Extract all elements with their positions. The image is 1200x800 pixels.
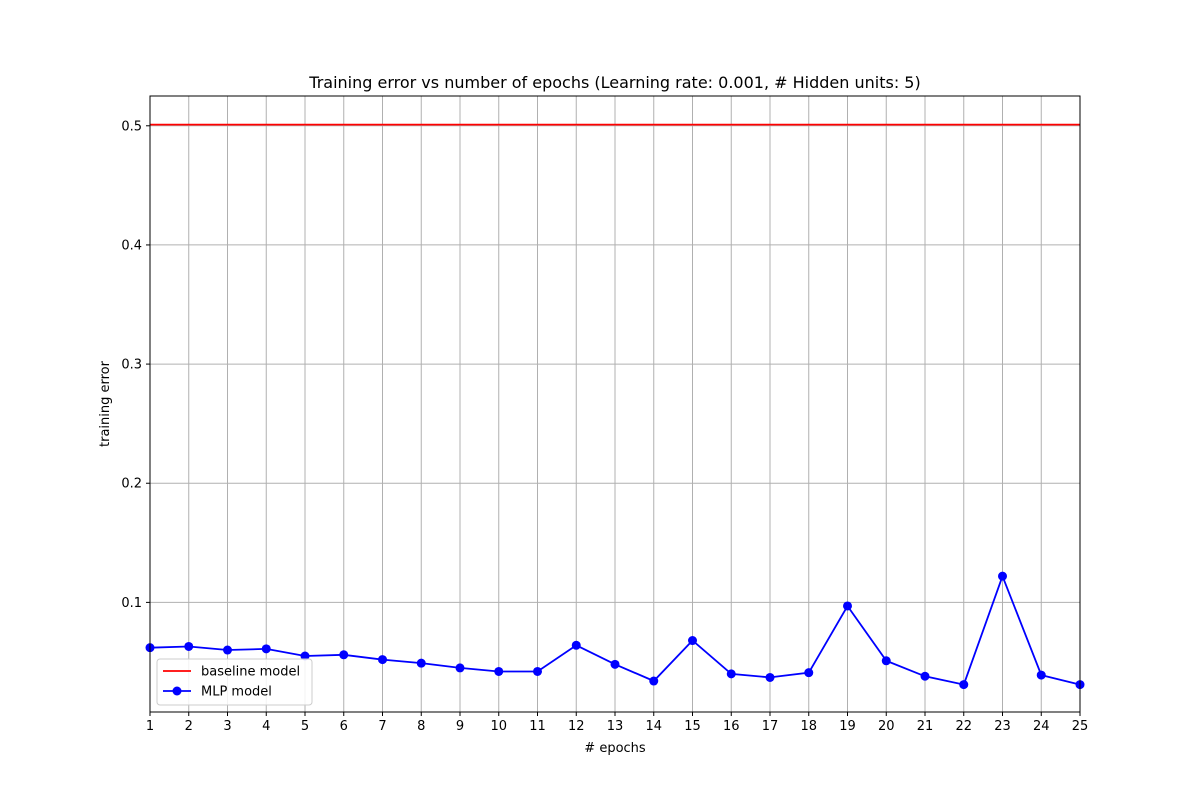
x-tick-label: 13 <box>607 719 624 734</box>
x-tick-label: 7 <box>378 719 386 734</box>
data-point <box>455 663 465 673</box>
data-point <box>726 669 736 679</box>
data-point <box>261 644 271 654</box>
x-tick-label: 8 <box>417 719 425 734</box>
legend-box <box>156 658 313 706</box>
x-tick-label: 4 <box>262 719 270 734</box>
y-tick-label: 0.4 <box>121 238 142 253</box>
data-point <box>223 645 232 655</box>
data-point <box>804 668 814 678</box>
x-tick-label: 14 <box>645 719 662 734</box>
legend-label: MLP model <box>201 685 272 700</box>
x-tick-label: 12 <box>568 719 585 734</box>
x-tick-label: 20 <box>878 719 895 734</box>
y-tick-label: 0.5 <box>121 119 142 134</box>
x-tick-label: 6 <box>340 719 348 734</box>
y-tick-label: 0.2 <box>121 477 142 492</box>
legend-item: baseline model <box>163 665 300 680</box>
series-mlp-model <box>145 571 1085 690</box>
data-point <box>649 676 659 686</box>
x-tick-label: 21 <box>917 719 934 734</box>
data-point <box>494 666 504 676</box>
x-tick-label: 2 <box>185 719 193 734</box>
data-point <box>765 672 775 682</box>
x-axis-label: # epochs <box>584 741 646 756</box>
data-point <box>610 659 620 669</box>
data-point <box>571 640 581 650</box>
data-point <box>1036 670 1046 680</box>
data-point <box>688 636 697 646</box>
legend: baseline model MLP model <box>156 658 313 706</box>
legend-label: baseline model <box>201 665 300 680</box>
x-tick-label: 16 <box>723 719 740 734</box>
x-tick-label: 10 <box>490 719 507 734</box>
data-point <box>533 666 542 676</box>
x-tick-label: 22 <box>955 719 972 734</box>
x-tick-label: 19 <box>839 719 856 734</box>
data-point <box>378 655 387 665</box>
y-axis-ticks: 0.1 0.2 0.3 0.4 0.5 <box>121 119 150 611</box>
grid <box>149 96 1081 712</box>
data-point <box>998 571 1007 581</box>
x-tick-label: 17 <box>762 719 779 734</box>
x-tick-label: 25 <box>1072 719 1089 734</box>
legend-swatch-marker <box>172 686 182 696</box>
series-layer <box>145 123 1085 690</box>
x-tick-label: 23 <box>994 719 1011 734</box>
x-tick-label: 1 <box>146 719 154 734</box>
x-tick-label: 15 <box>684 719 701 734</box>
x-tick-label: 24 <box>1033 719 1050 734</box>
y-tick-label: 0.1 <box>121 596 142 611</box>
y-tick-label: 0.3 <box>121 358 142 373</box>
data-point <box>959 680 969 690</box>
x-tick-label: 5 <box>301 719 309 734</box>
data-point <box>300 651 310 661</box>
data-point <box>881 656 891 666</box>
x-tick-label: 18 <box>800 719 817 734</box>
x-axis-ticks: 1 2 3 4 5 6 7 8 9 10 11 12 13 14 15 16 17 18 19 20 21 22 23 24 2… <box>146 712 1088 734</box>
data-point <box>920 671 930 681</box>
y-axis-label: training error <box>98 360 113 447</box>
legend-item: MLP model <box>163 685 272 700</box>
data-point <box>184 641 194 651</box>
chart-title: Training error vs number of epochs (Lear… <box>308 73 920 92</box>
data-point <box>416 658 426 668</box>
x-tick-label: 3 <box>223 719 231 734</box>
data-point <box>339 650 349 660</box>
data-point <box>843 601 852 611</box>
x-tick-label: 9 <box>456 719 464 734</box>
x-tick-label: 11 <box>529 719 546 734</box>
